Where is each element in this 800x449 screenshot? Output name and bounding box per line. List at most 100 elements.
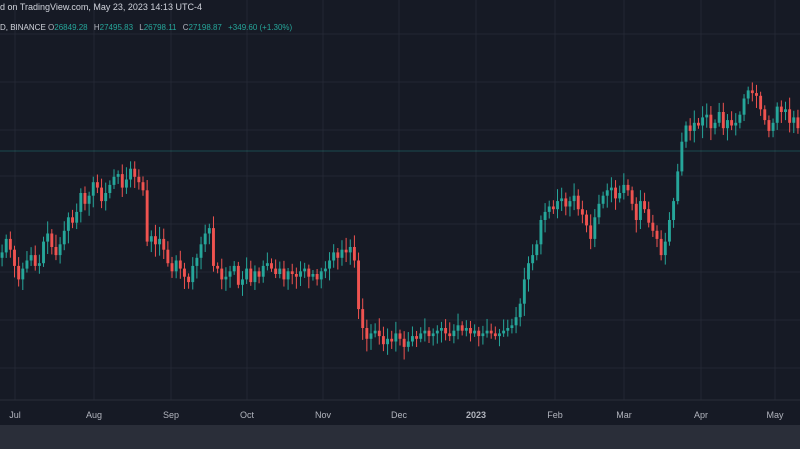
candle-body — [701, 117, 705, 126]
candle-body — [303, 268, 307, 272]
candle-body — [149, 236, 153, 242]
candle-body — [71, 217, 74, 223]
time-axis-tick-label: Sep — [163, 410, 179, 420]
candle-body — [568, 201, 572, 207]
candle-body — [410, 336, 414, 342]
time-axis-tick-label: Apr — [694, 410, 708, 420]
candle-body — [228, 271, 232, 277]
candle-body — [183, 268, 186, 277]
candle-body — [444, 328, 448, 334]
candle-body — [667, 220, 671, 242]
candle-body — [257, 271, 261, 277]
candle-body — [452, 330, 456, 337]
time-axis-strip — [0, 400, 800, 425]
candle-body — [50, 233, 54, 247]
candle-body — [66, 217, 70, 231]
bottom-toolbar-strip — [0, 425, 800, 449]
candle-body — [775, 106, 779, 123]
candle-body — [137, 176, 141, 183]
close-label: C — [182, 23, 189, 32]
candle-body — [456, 325, 460, 331]
candle-body — [162, 238, 166, 250]
candle-body — [539, 220, 543, 245]
candle-body — [394, 333, 398, 342]
candle-body — [336, 252, 340, 258]
candle-body — [779, 106, 783, 112]
candle-body — [170, 263, 174, 272]
candle-body — [730, 120, 734, 126]
time-axis-tick-label: Aug — [86, 410, 102, 420]
candle-body — [763, 109, 767, 121]
candle-body — [369, 333, 373, 339]
candle-body — [543, 211, 547, 220]
candle-body — [572, 195, 576, 202]
candle-body — [357, 260, 360, 310]
candle-body — [609, 187, 613, 191]
candle-body — [112, 176, 116, 185]
candle-body — [46, 233, 50, 242]
candle-body — [659, 238, 663, 256]
candle-body — [564, 198, 568, 207]
candle-body — [498, 333, 501, 337]
candle-body — [696, 122, 700, 126]
candle-body — [203, 233, 207, 245]
candle-body — [576, 195, 580, 210]
candle-body — [593, 217, 597, 239]
candle-body — [460, 325, 464, 331]
candle-body — [62, 230, 66, 245]
candle-body — [435, 330, 439, 334]
candle-body — [124, 179, 128, 188]
candle-body — [605, 190, 609, 196]
time-axis-tick-label: Dec — [391, 410, 408, 420]
candle-body — [178, 260, 182, 269]
candle-body — [381, 336, 385, 345]
candle-body — [54, 247, 58, 256]
candle-body — [166, 249, 170, 264]
candle-body — [684, 125, 688, 142]
candle-body — [352, 247, 356, 261]
candle-body — [759, 95, 763, 110]
candle-body — [402, 338, 406, 347]
candle-body — [274, 268, 278, 274]
candle-body — [680, 141, 684, 172]
close-value: 27198.87 — [188, 23, 222, 32]
candle-body — [253, 271, 257, 283]
candle-body — [742, 98, 746, 115]
candle-body — [755, 93, 758, 96]
candle-body — [614, 187, 617, 199]
candle-body — [638, 201, 642, 220]
candle-body — [692, 122, 696, 131]
open-value: 26849.28 — [54, 23, 88, 32]
candle-body — [187, 276, 191, 283]
candle-body — [655, 230, 659, 239]
candle-body — [713, 122, 717, 129]
candle-body — [767, 120, 771, 131]
high-value: 27495.83 — [99, 23, 134, 32]
candle-body — [464, 328, 468, 331]
candle-body — [746, 90, 750, 99]
candle-body — [634, 203, 638, 220]
candle-body — [551, 206, 555, 210]
candle-body — [589, 225, 593, 239]
candle-body — [13, 249, 16, 266]
candle-body — [788, 109, 792, 123]
candle-body — [647, 209, 651, 223]
candle-body — [129, 168, 133, 180]
candle-body — [83, 193, 87, 204]
candle-body — [0, 252, 4, 258]
candle-body — [104, 193, 108, 202]
candle-body — [141, 182, 145, 191]
candle-body — [630, 190, 634, 204]
candle-body — [531, 255, 535, 264]
candle-body — [622, 184, 626, 193]
candle-body — [241, 279, 244, 285]
low-value: 26798.11 — [143, 23, 177, 32]
candle-body — [377, 330, 381, 337]
candle-body — [419, 333, 423, 339]
time-axis-tick-label: Feb — [547, 410, 563, 420]
candle-body — [676, 171, 680, 202]
candle-body — [560, 198, 564, 202]
candle-body — [440, 328, 443, 331]
